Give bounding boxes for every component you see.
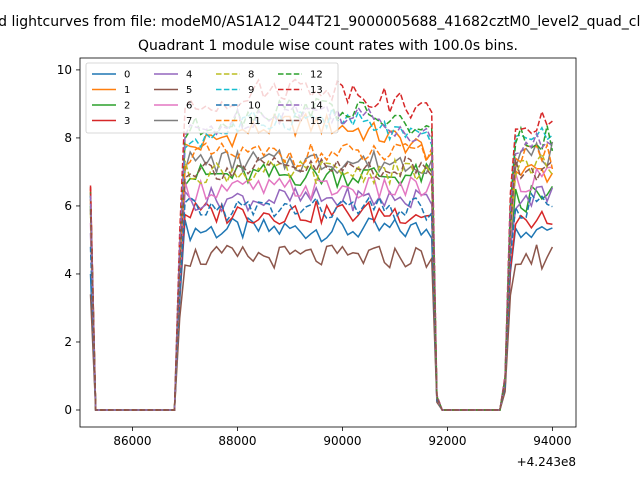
- legend-label-9: 9: [248, 85, 254, 96]
- plot-frame: [79, 57, 577, 428]
- legend-label-15: 15: [310, 116, 323, 127]
- x-axis: 86000 88000 90000 92000 94000: [113, 427, 571, 448]
- legend-label-5: 5: [186, 85, 192, 96]
- chart-title: Quadrant 1 module wise count rates with …: [138, 38, 518, 54]
- legend-label-11: 11: [248, 116, 261, 127]
- series-line-15: [89, 155, 553, 411]
- plot-lines: [89, 78, 554, 411]
- legend-label-3: 3: [124, 116, 130, 127]
- legend-label-7: 7: [186, 116, 192, 127]
- figure-suptitle: ulated lightcurves from file: modeM0/AS1…: [0, 14, 640, 30]
- x-tick-label: 88000: [218, 434, 256, 448]
- legend-label-6: 6: [186, 101, 192, 112]
- legend-label-1: 1: [124, 85, 130, 96]
- legend-label-0: 0: [124, 70, 130, 81]
- y-axis: 0 2 4 6 8 10: [57, 63, 80, 417]
- x-tick-label: 92000: [428, 434, 466, 448]
- y-tick-label: 0: [64, 403, 72, 417]
- x-tick-label: 94000: [533, 434, 571, 448]
- legend-label-2: 2: [124, 101, 130, 112]
- y-tick-label: 2: [64, 335, 72, 349]
- y-tick-label: 6: [64, 199, 72, 213]
- y-tick-label: 8: [64, 131, 72, 145]
- legend-label-8: 8: [248, 70, 254, 81]
- legend-label-10: 10: [248, 101, 261, 112]
- legend-label-4: 4: [186, 70, 192, 81]
- legend-label-13: 13: [310, 85, 323, 96]
- x-tick-label: 86000: [113, 434, 151, 448]
- x-offset-label: +4.243e8: [517, 455, 576, 469]
- x-tick-label: 90000: [323, 434, 361, 448]
- y-tick-label: 4: [64, 267, 72, 281]
- legend-box: [85, 62, 339, 134]
- legend-label-12: 12: [310, 70, 323, 81]
- legend-label-14: 14: [310, 101, 323, 112]
- series-line-11: [89, 141, 554, 411]
- y-tick-label: 10: [57, 63, 72, 77]
